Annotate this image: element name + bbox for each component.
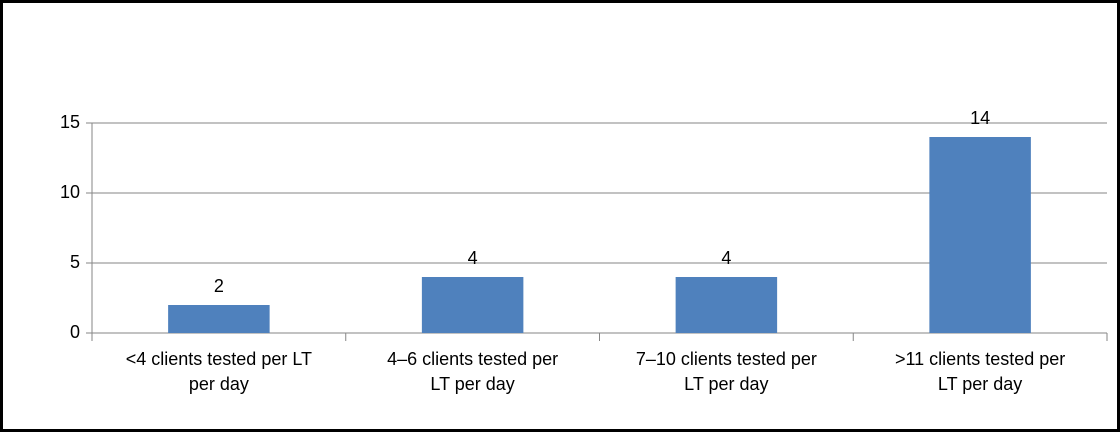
data-label: 4 xyxy=(468,248,478,268)
x-tick-label: >11 clients tested per LT per day xyxy=(894,349,1066,394)
bar xyxy=(675,277,778,333)
data-label: 2 xyxy=(214,276,224,296)
x-tick-label: 7–10 clients tested per LT per day xyxy=(635,349,817,394)
bar xyxy=(929,137,1031,333)
chart: 0 5 10 15 2 4 4 14 xyxy=(60,108,1108,342)
x-tick-label: <4 clients tested per LT per day xyxy=(125,349,313,394)
data-label: 14 xyxy=(970,108,990,128)
x-tick-label: 4–6 clients tested per LT per day xyxy=(387,349,559,394)
y-tick-label: 10 xyxy=(60,182,80,202)
bar xyxy=(168,305,270,333)
y-tick-label: 15 xyxy=(60,112,80,132)
y-tick-label: 5 xyxy=(70,252,80,272)
bar xyxy=(421,277,524,333)
data-label: 4 xyxy=(721,248,731,268)
y-tick-label: 0 xyxy=(70,322,80,342)
